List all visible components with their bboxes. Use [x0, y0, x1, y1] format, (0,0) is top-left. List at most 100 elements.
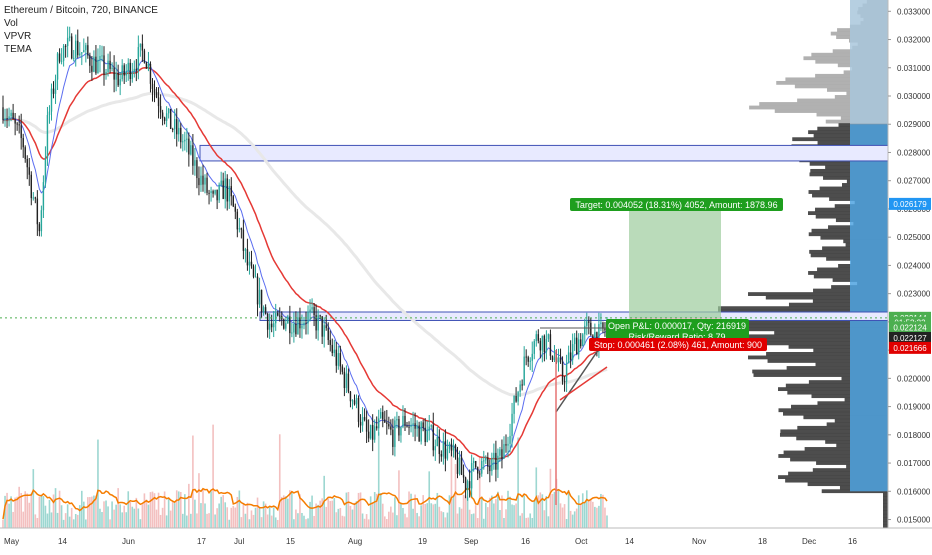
candle-body [73, 57, 75, 59]
candle-body [474, 460, 477, 468]
vpvr-bar [718, 323, 888, 328]
volume-bar [462, 494, 465, 528]
time-tick-label: 17 [197, 537, 206, 546]
volume-bar [394, 497, 396, 528]
vpvr-bar [808, 380, 888, 384]
candle-body [87, 45, 89, 56]
candle-body [406, 425, 408, 427]
candle-body [202, 175, 204, 185]
candle-body [10, 112, 12, 117]
candle-body [472, 460, 475, 464]
candle-body [305, 322, 307, 324]
candle-body [557, 357, 560, 363]
candle-body [361, 417, 364, 426]
volume-bar [268, 507, 271, 528]
candle-body [188, 138, 190, 155]
indicator-vol[interactable]: Vol [4, 18, 18, 29]
volume-bar [464, 495, 467, 528]
candle-body [371, 425, 374, 440]
candle-body [117, 72, 119, 86]
candle-body [153, 88, 156, 93]
volume-bar [149, 492, 152, 528]
chart-title: Ethereum / Bitcoin, 720, BINANCE [4, 5, 158, 16]
candle-body [307, 311, 309, 324]
candle-body [14, 118, 16, 124]
candle-body [56, 53, 59, 80]
volume-bar [74, 513, 77, 528]
time-tick-label: 16 [521, 537, 530, 546]
candle-body [349, 391, 352, 402]
candle-body [424, 427, 426, 443]
volume-bar [474, 505, 477, 528]
volume-bar [113, 509, 115, 528]
candle-body [390, 426, 392, 430]
candle-body [382, 412, 384, 420]
volume-bar [262, 501, 265, 528]
volume-bar [167, 498, 170, 528]
volume-bar [196, 513, 198, 528]
long-position-target-area[interactable] [629, 203, 721, 319]
price-label-box [889, 331, 931, 344]
volume-bar [119, 504, 121, 528]
volume-bar [379, 493, 382, 528]
trendline-support[interactable] [555, 339, 606, 413]
vpvr-bar [791, 404, 888, 409]
volume-bar [6, 492, 8, 528]
time-tick-label: Jul [234, 537, 244, 546]
volume-bar [371, 502, 374, 528]
volume-bar [567, 490, 570, 528]
volume-bar [363, 518, 366, 528]
candle-body [46, 115, 49, 158]
candle-body [103, 55, 105, 75]
volume-bar [424, 504, 426, 528]
candle-body [442, 441, 445, 457]
vpvr-bar [883, 492, 888, 497]
time-tick-label: 18 [758, 537, 767, 546]
volume-bar [440, 511, 443, 528]
volume-bar [553, 491, 556, 528]
candle-body [604, 328, 606, 331]
volume-bar [594, 506, 596, 528]
candle-body [151, 83, 154, 89]
volume-bar [495, 499, 497, 528]
candle-body [77, 40, 79, 56]
price-label-box [889, 321, 931, 334]
volume-bar [357, 492, 360, 528]
candle-body [446, 448, 449, 459]
target-label: Target: 0.004052 (18.31%) 4052, Amount: … [575, 200, 777, 210]
candle-body [365, 419, 368, 432]
volume-bar [565, 519, 568, 528]
vpvr-bar [783, 411, 888, 416]
candle-body [12, 112, 14, 119]
volume-bar [377, 432, 380, 528]
volume-bar [143, 493, 146, 528]
candle-body [260, 289, 263, 312]
price-label: 0.022124 [893, 324, 927, 333]
zone-lower[interactable] [259, 311, 889, 321]
volume-bar [101, 512, 103, 528]
indicator-vpvr[interactable]: VPVR [4, 31, 32, 42]
trendline-red[interactable] [559, 366, 608, 401]
zone-upper[interactable] [199, 144, 889, 162]
volume-bar [70, 507, 73, 528]
candle-body [256, 276, 259, 305]
volume-bar [577, 495, 580, 528]
time-axis[interactable]: May 14 Jun 17 Jul 15 Aug 19 Sep 16 Oct 14 Nov 18 Dec 16 [0, 527, 932, 550]
vpvr-bar [726, 327, 888, 332]
price-axis[interactable]: 0.033000 0.032000 0.031000 0.030000 0.029000… [887, 0, 932, 550]
indicator-tema[interactable]: TEMA [4, 44, 32, 55]
volume-bar [60, 505, 63, 528]
stop-label: Stop: 0.000461 (2.08%) 461, Amount: 900 [594, 340, 762, 350]
volume-bar [337, 508, 340, 528]
volume-bar [482, 518, 485, 528]
volume-bar [321, 498, 323, 528]
vpvr-bar [809, 249, 888, 254]
candle-body [525, 356, 527, 358]
vpvr-bar [808, 130, 888, 135]
volume-bar [444, 517, 447, 528]
volume-ma-line [2, 487, 608, 520]
candle-body [341, 366, 344, 372]
candle-body [575, 337, 578, 355]
